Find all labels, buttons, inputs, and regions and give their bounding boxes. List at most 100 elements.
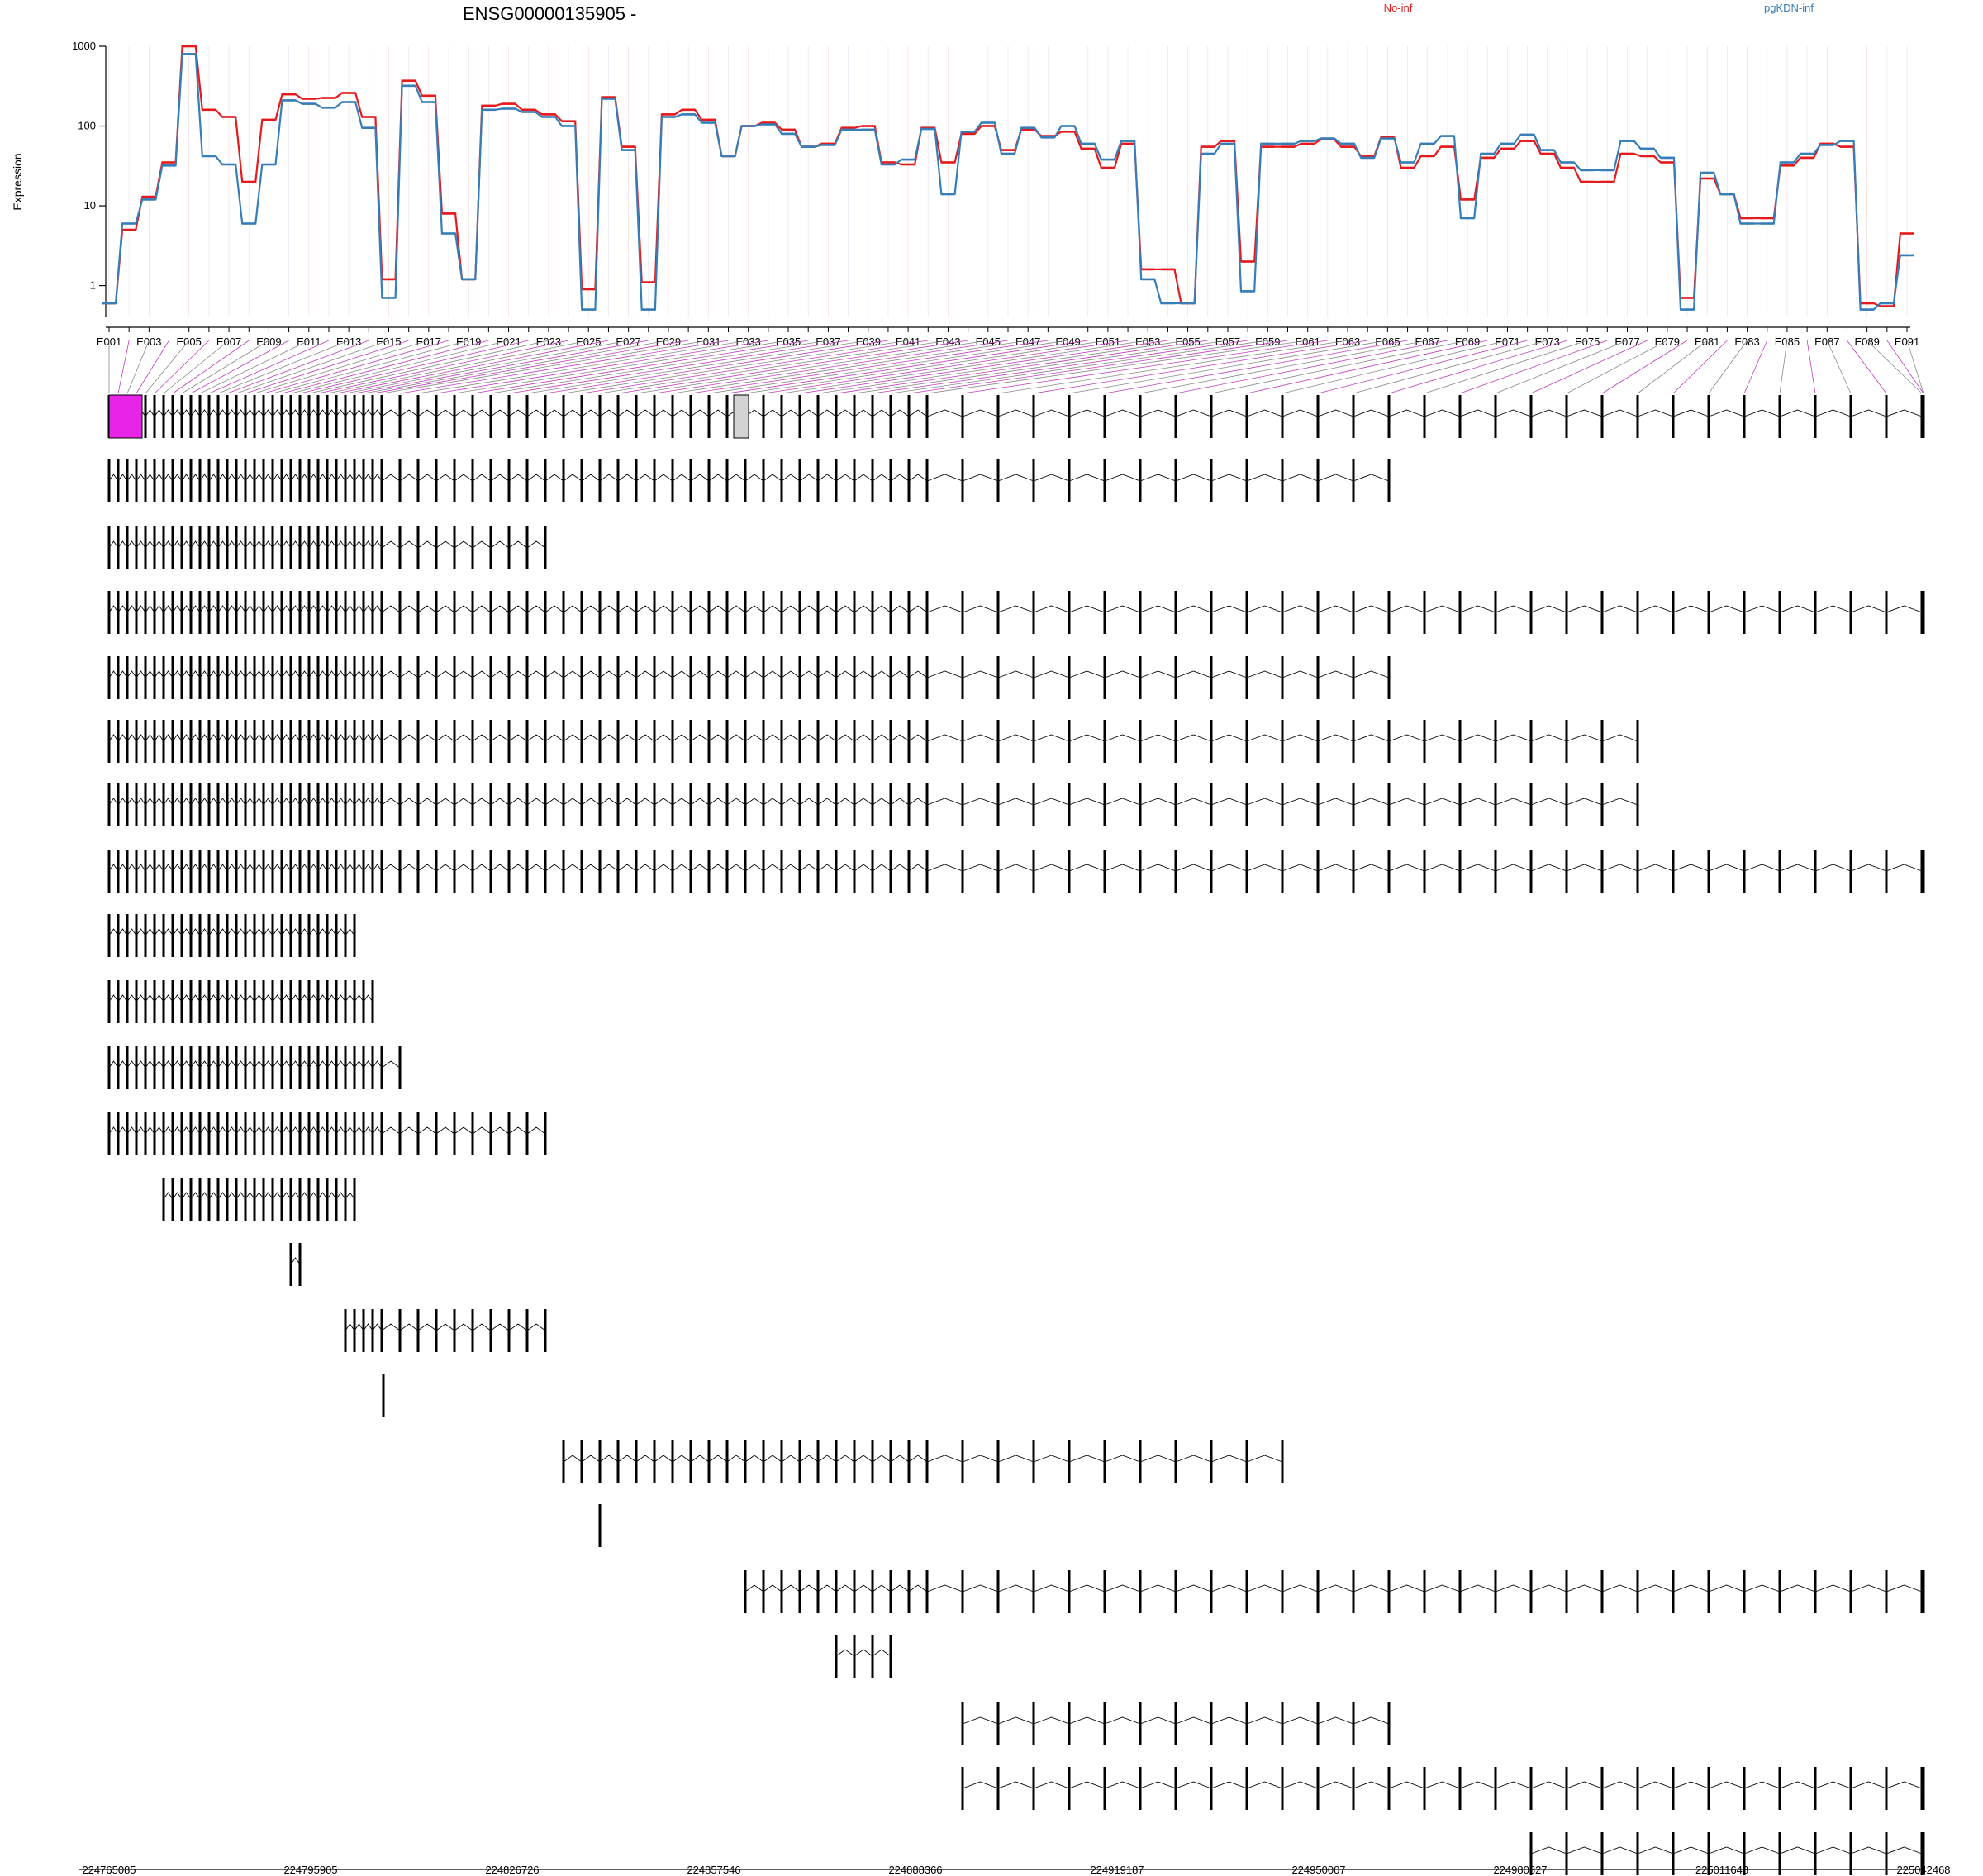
- exon-block: [380, 395, 383, 438]
- exon-block: [580, 720, 583, 763]
- exon-block: [171, 526, 174, 569]
- exon-block: [707, 591, 711, 634]
- exon-block: [335, 720, 338, 763]
- exon-block: [435, 783, 438, 826]
- exon-block: [298, 1112, 302, 1155]
- exon-block: [216, 459, 220, 502]
- exon-block: [153, 591, 156, 634]
- transcript-track: [344, 1309, 547, 1352]
- exon-block: [1600, 1767, 1604, 1810]
- exon-block: [235, 591, 238, 634]
- exon-block: [1743, 395, 1746, 438]
- exon-block: [1245, 783, 1248, 826]
- transcript-track: [598, 1504, 602, 1547]
- exon-block: [280, 459, 283, 502]
- connector-line: [744, 340, 1108, 394]
- exon-block: [198, 1178, 202, 1221]
- exon-block: [471, 850, 474, 893]
- exon-block: [453, 591, 456, 634]
- exon-block: [280, 914, 283, 957]
- exon-block: [507, 459, 511, 502]
- connector-line: [263, 340, 449, 394]
- exon-block: [816, 656, 820, 699]
- exon-block: [1922, 1767, 1925, 1810]
- exon-block: [1565, 1767, 1568, 1810]
- exon-block: [507, 591, 511, 634]
- exon-block: [1529, 850, 1533, 893]
- exon-block: [416, 591, 420, 634]
- exon-block: [1352, 395, 1355, 438]
- connector-line: [1886, 340, 1924, 394]
- exon-block: [280, 656, 283, 699]
- exon-block: [489, 1112, 492, 1155]
- connector-line: [908, 340, 1288, 394]
- exon-block: [126, 720, 129, 763]
- exon-block: [398, 850, 402, 893]
- exon-block: [126, 850, 129, 893]
- exon-block: [153, 395, 156, 438]
- exon-block: [762, 783, 765, 826]
- exon-block: [653, 850, 656, 893]
- x-tick-label: E083: [1734, 336, 1759, 348]
- exon-block: [907, 720, 911, 763]
- exon-block: [1139, 591, 1142, 634]
- exon-block: [435, 526, 438, 569]
- exon-block: [635, 720, 638, 763]
- exon-block: [1672, 395, 1675, 438]
- exon-block: [207, 1178, 211, 1221]
- genomic-coordinate-axis: 224765085 224795905 224826726 224857546 2248…: [79, 1864, 1951, 1876]
- exon-block: [380, 591, 383, 634]
- genomic-axis-label: 224888366: [888, 1864, 942, 1876]
- exon-block: [1068, 1440, 1071, 1483]
- exon-block: [235, 914, 238, 957]
- exon-block: [271, 783, 274, 826]
- connector-line: [1139, 340, 1428, 394]
- exon-block: [371, 980, 374, 1023]
- exon-block: [1423, 720, 1426, 763]
- connector-line: [690, 340, 1049, 394]
- exon-block: [235, 1112, 238, 1155]
- intron-line: [163, 1192, 355, 1200]
- x-tick-label: E091: [1895, 336, 1919, 348]
- exon-block: [853, 1635, 856, 1678]
- exon-block: [1423, 1767, 1426, 1810]
- exon-block: [1068, 591, 1071, 634]
- exon-block: [671, 1440, 674, 1483]
- exon-block: [117, 850, 120, 893]
- exon-block: [453, 395, 456, 438]
- exon-block: [298, 720, 302, 763]
- exon-block: [1423, 591, 1426, 634]
- transcript-track: [107, 980, 374, 1023]
- exon-block: [271, 720, 274, 763]
- exon-block: [117, 1112, 120, 1155]
- exon-block: [1849, 1570, 1852, 1613]
- exon-block: [616, 783, 620, 826]
- exon-block: [907, 591, 911, 634]
- transcript-track: [107, 783, 1639, 826]
- exon-block: [280, 850, 283, 893]
- exon-block: [198, 914, 202, 957]
- exon-block: [144, 591, 147, 634]
- exon-block: [298, 980, 302, 1023]
- exon-block: [907, 783, 911, 826]
- exon-block: [671, 395, 674, 438]
- connector-line: [117, 340, 130, 394]
- exon-block: [271, 656, 274, 699]
- exon-block: [1423, 1570, 1426, 1613]
- connector-line: [1566, 340, 1668, 394]
- exon-block: [344, 1046, 347, 1089]
- exon-block: [189, 459, 193, 502]
- exon-block: [289, 591, 292, 634]
- exon-block: [1245, 1440, 1248, 1483]
- exon-block: [180, 1046, 183, 1089]
- exon-block: [1068, 459, 1071, 502]
- exon-block: [1885, 1767, 1888, 1810]
- exon-block: [1103, 591, 1106, 634]
- exon-block: [198, 395, 202, 438]
- exon-block: [471, 1112, 474, 1155]
- exon-block: [326, 1046, 329, 1089]
- exon-block: [507, 526, 511, 569]
- exon-block: [398, 526, 402, 569]
- exon-block: [1600, 1570, 1604, 1613]
- exon-block: [871, 1570, 874, 1613]
